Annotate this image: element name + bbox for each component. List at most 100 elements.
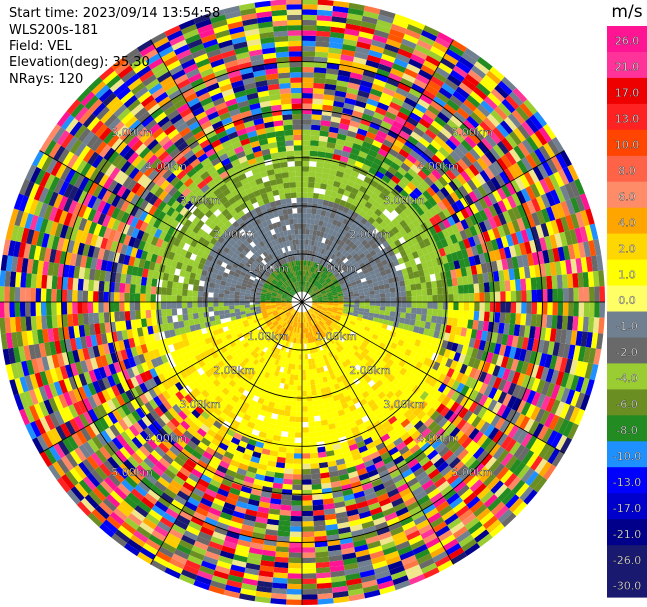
velocity-cell: [349, 72, 363, 80]
velocity-cell: [509, 148, 522, 163]
velocity-cell: [557, 246, 566, 262]
velocity-cell: [361, 74, 375, 84]
velocity-cell: [494, 281, 501, 292]
velocity-cell: [483, 396, 493, 410]
velocity-cell: [552, 342, 560, 357]
velocity-cell: [352, 287, 359, 292]
velocity-cell: [560, 387, 571, 404]
velocity-cell: [506, 257, 514, 270]
velocity-cell: [302, 61, 315, 68]
velocity-cell: [320, 265, 325, 272]
velocity-cell: [410, 416, 421, 427]
velocity-cell: [314, 257, 319, 263]
velocity-cell: [409, 149, 421, 160]
velocity-cell: [583, 346, 591, 363]
velocity-cell: [473, 86, 488, 101]
velocity-cell: [340, 334, 347, 341]
velocity-cell: [443, 245, 452, 256]
velocity-cell: [383, 363, 391, 371]
velocity-cell: [305, 287, 309, 293]
velocity-cell: [559, 185, 571, 201]
velocity-cell: [544, 412, 555, 428]
velocity-cell: [473, 503, 488, 518]
velocity-cell: [352, 336, 359, 342]
velocity-cell: [334, 316, 341, 321]
velocity-cell: [565, 259, 573, 275]
velocity-cell: [419, 320, 426, 329]
velocity-cell: [523, 266, 531, 279]
velocity-cell: [361, 341, 368, 349]
velocity-cell: [361, 371, 369, 380]
velocity-cell: [302, 145, 311, 151]
velocity-cell: [569, 359, 578, 375]
velocity-cell: [387, 320, 394, 327]
velocity-cell: [346, 262, 353, 269]
velocity-cell: [302, 19, 317, 26]
velocity-cell: [302, 134, 311, 141]
velocity-cell: [376, 19, 393, 29]
velocity-cell: [505, 134, 518, 149]
velocity-cell: [419, 391, 429, 401]
velocity-cell: [430, 139, 442, 151]
velocity-cell: [308, 282, 312, 288]
velocity-cell: [550, 369, 560, 385]
velocity-cell: [462, 471, 476, 485]
velocity-cell: [336, 245, 342, 252]
velocity-cell: [555, 385, 566, 402]
velocity-cell: [350, 318, 357, 323]
velocity-cell: [308, 239, 312, 246]
velocity-cell: [477, 185, 488, 198]
velocity-cell: [310, 135, 320, 141]
velocity-cell: [474, 61, 490, 75]
velocity-cell: [503, 269, 510, 281]
velocity-cell: [562, 288, 569, 302]
velocity-cell: [535, 314, 542, 328]
velocity-cell: [477, 406, 488, 419]
velocity-cell: [326, 68, 339, 75]
velocity-cell: [309, 309, 314, 314]
velocity-cell: [456, 276, 464, 286]
velocity-cell: [379, 310, 386, 316]
velocity-cell: [500, 469, 514, 484]
velocity-cell: [391, 377, 400, 386]
velocity-cell: [462, 355, 471, 366]
velocity-cell: [388, 148, 399, 158]
velocity-cell: [317, 315, 323, 320]
velocity-cell: [452, 415, 463, 427]
velocity-cell: [451, 370, 460, 381]
velocity-cell: [406, 181, 417, 192]
velocity-cell: [384, 310, 391, 316]
velocity-cell: [453, 162, 465, 174]
velocity-cell: [382, 356, 390, 364]
velocity-cell: [476, 434, 488, 447]
velocity-cell: [458, 56, 474, 70]
velocity-cell: [501, 406, 512, 420]
velocity-cell: [493, 343, 502, 355]
velocity-cell: [530, 406, 541, 421]
velocity-cell: [327, 297, 334, 300]
velocity-cell: [483, 166, 495, 180]
velocity-cell: [463, 293, 470, 302]
velocity-cell: [325, 329, 330, 335]
velocity-cell: [468, 459, 481, 472]
velocity-cell: [513, 461, 526, 477]
velocity-cell: [377, 391, 386, 400]
velocity-cell: [497, 391, 508, 404]
velocity-cell: [531, 212, 541, 227]
velocity-cell: [555, 218, 565, 233]
velocity-cell: [373, 78, 387, 88]
velocity-cell: [319, 231, 325, 238]
velocity-cell: [386, 272, 393, 279]
velocity-cell: [315, 166, 324, 173]
velocity-cell: [449, 401, 460, 413]
velocity-cell: [445, 194, 456, 206]
velocity-cell: [327, 295, 333, 298]
velocity-cell: [505, 234, 514, 247]
velocity-cell: [318, 236, 323, 243]
velocity-cell: [548, 173, 560, 190]
velocity-cell: [332, 11, 348, 19]
velocity-cell: [409, 319, 416, 326]
velocity-cell: [513, 444, 526, 459]
velocity-cell: [364, 64, 378, 74]
velocity-cells: [0, 0, 606, 606]
